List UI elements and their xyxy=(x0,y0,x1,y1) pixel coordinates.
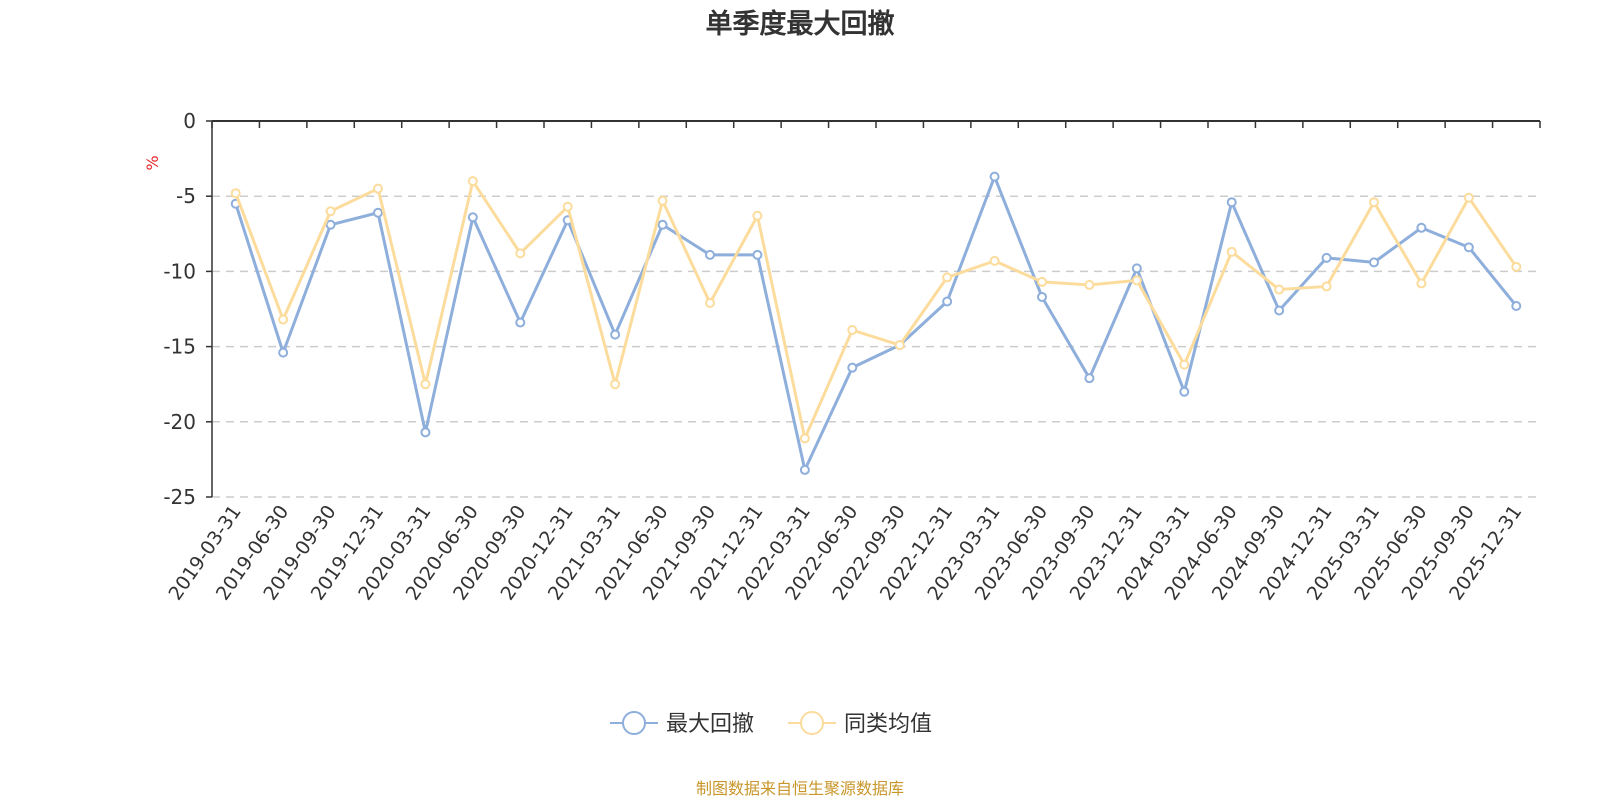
series-line-1 xyxy=(234,175,1518,472)
data-point xyxy=(1131,275,1142,286)
data-point xyxy=(799,433,810,444)
data-point xyxy=(278,314,289,325)
data-point xyxy=(1463,242,1474,253)
grid-lines xyxy=(212,195,1540,498)
data-source-note: 制图数据来自恒生聚源数据库 xyxy=(696,779,904,798)
data-point xyxy=(847,362,858,373)
data-point xyxy=(1416,278,1427,289)
data-point xyxy=(1084,279,1095,290)
data-point xyxy=(1274,284,1285,295)
data-point xyxy=(989,171,1000,182)
data-point xyxy=(705,297,715,308)
data-point xyxy=(467,212,478,223)
data-point xyxy=(752,249,763,260)
data-point xyxy=(847,325,858,336)
data-point xyxy=(942,272,953,283)
data-point xyxy=(1369,197,1379,208)
data-point xyxy=(1179,386,1190,397)
data-point xyxy=(373,207,383,218)
y-tick-label: -15 xyxy=(163,335,196,359)
y-tick-label: 0 xyxy=(183,109,196,133)
data-point xyxy=(705,249,715,260)
data-point xyxy=(894,340,905,351)
data-point xyxy=(1511,300,1522,311)
y-axis-unit-label: % xyxy=(143,155,162,170)
data-point xyxy=(278,347,289,358)
chart-title: 单季度最大回撤 xyxy=(706,8,895,40)
data-point xyxy=(230,188,241,199)
y-tick-label: -20 xyxy=(163,410,196,434)
data-point xyxy=(1416,222,1427,233)
data-point xyxy=(1463,192,1474,203)
legend-item-2[interactable]: 同类均值 xyxy=(788,711,932,737)
data-point xyxy=(1226,246,1237,257)
y-tick-label: -5 xyxy=(176,184,196,208)
y-tick-label: -10 xyxy=(163,259,196,283)
legend-marker-icon xyxy=(800,711,824,735)
data-point xyxy=(1321,281,1332,292)
data-point xyxy=(610,379,621,390)
data-point xyxy=(515,317,526,328)
data-point xyxy=(1084,373,1095,384)
data-point xyxy=(467,176,478,187)
data-point xyxy=(325,206,336,217)
legend-marker-icon xyxy=(622,711,646,735)
data-point xyxy=(1274,305,1285,316)
legend[interactable]: 最大回撤 同类均值 xyxy=(610,711,932,737)
data-point xyxy=(1321,252,1332,263)
data-point xyxy=(1131,263,1142,274)
data-point xyxy=(1037,291,1047,302)
data-point xyxy=(752,210,763,221)
data-point xyxy=(1226,197,1237,208)
legend-label: 同类均值 xyxy=(844,712,932,737)
data-point xyxy=(1369,257,1379,268)
data-point xyxy=(562,201,573,212)
data-point xyxy=(1179,359,1190,370)
data-point xyxy=(420,427,431,438)
data-point xyxy=(1511,261,1522,272)
data-point xyxy=(942,296,953,307)
data-point xyxy=(799,464,810,475)
y-tick-label: -25 xyxy=(163,485,196,509)
data-point xyxy=(657,219,668,230)
data-point xyxy=(420,379,431,390)
data-point xyxy=(1037,276,1047,287)
series-lines xyxy=(230,171,1522,475)
data-point xyxy=(657,195,668,206)
legend-label: 最大回撤 xyxy=(666,712,754,737)
data-point xyxy=(373,183,383,194)
data-point xyxy=(325,219,336,230)
axes: 0-5-10-15-20-252019-03-312019-06-302019-… xyxy=(163,109,1541,604)
data-point xyxy=(610,329,621,340)
series-line-2 xyxy=(234,179,1518,440)
data-point xyxy=(989,255,1000,266)
data-point xyxy=(515,248,526,259)
legend-item-1[interactable]: 最大回撤 xyxy=(610,711,754,737)
